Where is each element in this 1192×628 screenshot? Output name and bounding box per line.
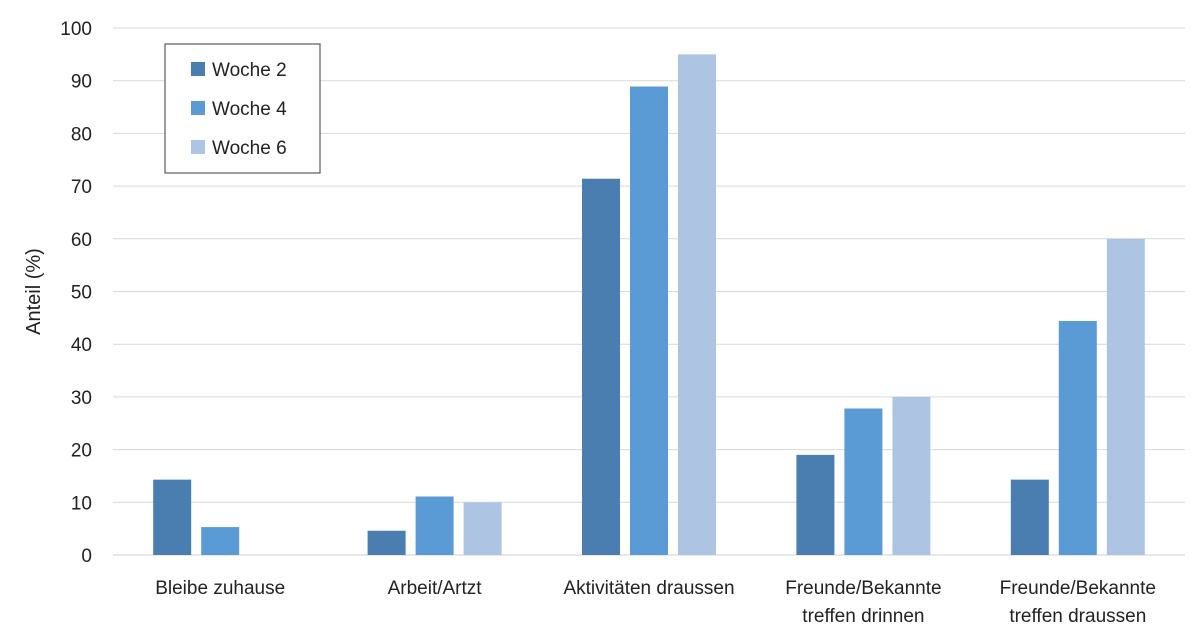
legend-label: Woche 4 bbox=[212, 99, 287, 120]
y-tick-label: 80 bbox=[71, 124, 92, 145]
y-tick-label: 60 bbox=[71, 230, 92, 251]
bar bbox=[796, 455, 834, 555]
y-tick-label: 0 bbox=[81, 546, 92, 567]
x-category-label: Freunde/Bekannte treffen draussen bbox=[1000, 578, 1156, 627]
legend: Woche 2 Woche 4 Woche 6 bbox=[165, 44, 320, 173]
y-tick-label: 20 bbox=[71, 441, 92, 462]
y-tick-label: 30 bbox=[71, 388, 92, 409]
bar bbox=[1011, 480, 1049, 555]
bar bbox=[582, 179, 620, 555]
bar bbox=[1059, 321, 1097, 555]
y-tick-label: 40 bbox=[71, 335, 92, 356]
y-tick-label: 70 bbox=[71, 177, 92, 198]
legend-swatch bbox=[191, 140, 205, 154]
bar bbox=[678, 54, 716, 555]
bar bbox=[153, 480, 191, 555]
bar bbox=[892, 397, 930, 555]
x-category-label: Bleibe zuhause bbox=[155, 578, 285, 599]
bar bbox=[368, 531, 406, 555]
bar bbox=[630, 86, 668, 555]
x-category-label: Aktivitäten draussen bbox=[563, 578, 734, 599]
bar bbox=[464, 502, 502, 555]
x-category-label: Freunde/Bekannte treffen drinnen bbox=[785, 578, 941, 627]
legend-label: Woche 2 bbox=[212, 60, 287, 81]
bar bbox=[201, 527, 239, 555]
legend-swatch bbox=[191, 62, 205, 76]
y-axis-label: Anteil (%) bbox=[23, 248, 45, 335]
y-tick-label: 100 bbox=[60, 19, 92, 40]
bar bbox=[1107, 239, 1145, 555]
bar bbox=[844, 408, 882, 555]
y-tick-label: 90 bbox=[71, 72, 92, 93]
y-tick-label: 10 bbox=[71, 493, 92, 514]
x-axis-categories: Bleibe zuhause Arbeit/Artzt Aktivitäten dr… bbox=[155, 578, 1156, 627]
x-category-label: Arbeit/Artzt bbox=[388, 578, 483, 599]
legend-label: Woche 6 bbox=[212, 138, 287, 159]
legend-swatch bbox=[191, 101, 205, 115]
bar bbox=[416, 497, 454, 555]
y-axis-ticks: 0 10 20 30 40 50 60 70 80 90 100 bbox=[60, 19, 92, 567]
y-tick-label: 50 bbox=[71, 283, 92, 304]
